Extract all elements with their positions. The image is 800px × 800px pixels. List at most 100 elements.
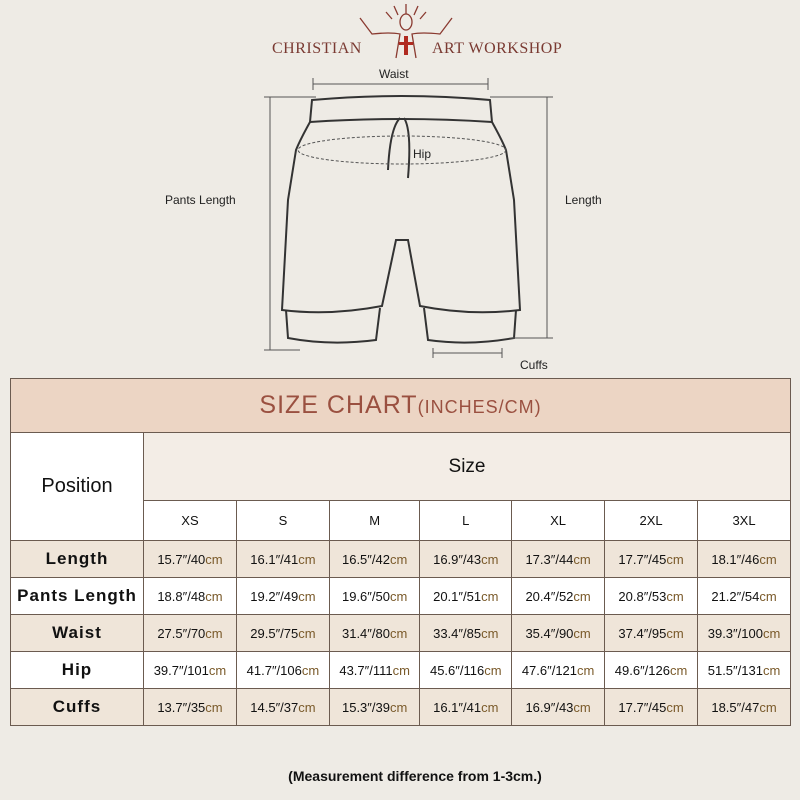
cell-unit: cm	[573, 588, 591, 604]
cell-value: 29.5″/75	[250, 625, 299, 641]
cell-unit: cm	[389, 588, 408, 604]
cell-value: 49.6″/126	[614, 662, 670, 678]
title-text: SIZE CHART	[259, 391, 418, 419]
cell-value: 20.8″/53	[618, 588, 667, 604]
size-header: Size	[143, 432, 791, 501]
size-label-m: M	[328, 500, 421, 541]
cell-unit: cm	[298, 625, 316, 641]
shorts-diagram	[264, 78, 553, 358]
jesus-logo-icon	[359, 4, 453, 59]
table-cell: 39.7″/101cm	[143, 651, 237, 689]
cell-value: 18.8″/48	[157, 588, 206, 604]
table-row: Waist 27.5″/70cm 29.5″/75cm 31.4″/80cm 33.4″…	[10, 614, 791, 652]
cell-value: 47.6″/121	[521, 662, 578, 678]
brand-name-right: ART WORKSHOP	[432, 40, 563, 57]
size-label-2xl: 2XL	[604, 500, 699, 541]
length-label: Length	[565, 193, 602, 207]
cell-unit: cm	[481, 588, 499, 604]
cell-unit: cm	[573, 551, 591, 567]
table-cell: 15.3″/39cm	[328, 688, 421, 726]
size-labels-row: XS S M L XL 2XL 3XL	[11, 500, 791, 541]
table-row: Hip 39.7″/101cm 41.7″/106cm 43.7″/111cm 45.6…	[10, 651, 791, 689]
table-cell: 18.8″/48cm	[143, 577, 237, 615]
cell-unit: cm	[481, 699, 499, 715]
table-cell: 20.8″/53cm	[604, 577, 699, 615]
table-cell: 29.5″/75cm	[235, 614, 330, 652]
table-cell: 37.4″/95cm	[604, 614, 699, 652]
row-label: Cuffs	[10, 688, 144, 726]
cell-unit: cm	[666, 699, 684, 715]
table-cell: 14.5″/37cm	[235, 688, 330, 726]
cell-value: 16.5″/42	[341, 551, 390, 567]
cell-unit: cm	[762, 625, 781, 641]
table-cell: 20.1″/51cm	[419, 577, 513, 615]
cell-value: 19.2″/49	[250, 588, 299, 604]
measurement-note: (Measurement difference from 1-3cm.)	[288, 768, 542, 784]
cell-unit: cm	[392, 662, 410, 678]
table-cell: 16.9″/43cm	[511, 688, 606, 726]
table-cell: 16.5″/42cm	[328, 540, 421, 578]
cell-value: 14.5″/37	[250, 699, 299, 715]
waist-label: Waist	[379, 67, 409, 81]
cell-value: 16.9″/43	[433, 551, 482, 567]
cell-unit: cm	[205, 588, 223, 604]
cell-unit: cm	[205, 699, 223, 715]
cell-unit: cm	[205, 551, 223, 567]
row-label: Waist	[10, 614, 144, 652]
cell-value: 35.4″/90	[525, 625, 574, 641]
table-cell: 47.6″/121cm	[511, 651, 606, 689]
cell-value: 16.1″/41	[433, 699, 482, 715]
table-row: Length 15.7″/40cm 16.1″/41cm 16.5″/42cm 16.9…	[10, 540, 791, 578]
cell-value: 41.7″/106	[246, 662, 302, 678]
cell-value: 21.2″/54	[711, 588, 760, 604]
cell-unit: cm	[389, 699, 408, 715]
table-cell: 35.4″/90cm	[511, 614, 606, 652]
row-label: Pants Length	[10, 577, 144, 615]
row-label: Length	[10, 540, 144, 578]
cell-unit: cm	[481, 625, 499, 641]
cell-value: 33.4″/85	[433, 625, 482, 641]
cell-value: 17.7″/45	[618, 699, 667, 715]
cell-unit: cm	[577, 662, 595, 678]
table-cell: 31.4″/80cm	[328, 614, 421, 652]
size-label-3xl: 3XL	[697, 500, 791, 541]
cell-value: 20.1″/51	[433, 588, 482, 604]
table-cell: 20.4″/52cm	[511, 577, 606, 615]
cell-value: 37.4″/95	[618, 625, 667, 641]
cell-unit: cm	[573, 699, 591, 715]
size-label-xl: XL	[511, 500, 606, 541]
table-row: Pants Length 18.8″/48cm 19.2″/49cm 19.6″/50…	[10, 577, 791, 615]
pants-length-label: Pants Length	[165, 193, 236, 207]
cell-value: 18.5″/47	[711, 699, 760, 715]
cell-value: 45.6″/116	[429, 662, 485, 678]
cell-value: 17.7″/45	[618, 551, 667, 567]
cell-value: 15.3″/39	[341, 699, 390, 715]
position-header: Position	[10, 432, 144, 541]
cell-value: 27.5″/70	[157, 625, 206, 641]
table-cell: 41.7″/106cm	[235, 651, 330, 689]
size-label-l: L	[419, 500, 513, 541]
table-cell: 19.2″/49cm	[235, 577, 330, 615]
cell-value: 18.1″/46	[711, 551, 760, 567]
table-row: Cuffs 13.7″/35cm 14.5″/37cm 15.3″/39cm 16.1″…	[10, 688, 791, 726]
table-cell: 51.5″/131cm	[697, 651, 791, 689]
cell-unit: cm	[301, 662, 320, 678]
cell-unit: cm	[389, 625, 408, 641]
table-cell: 19.6″/50cm	[328, 577, 421, 615]
table-cell: 45.6″/116cm	[419, 651, 513, 689]
cell-value: 16.9″/43	[525, 699, 574, 715]
cell-unit: cm	[298, 588, 316, 604]
cell-unit: cm	[759, 699, 777, 715]
cell-unit: cm	[208, 662, 227, 678]
table-cell: 18.1″/46cm	[697, 540, 791, 578]
size-label-xs: XS	[143, 500, 237, 541]
table-cell: 17.3″/44cm	[511, 540, 606, 578]
hip-label: Hip	[413, 147, 432, 161]
cell-unit: cm	[666, 588, 684, 604]
cell-unit: cm	[759, 588, 777, 604]
cell-unit: cm	[298, 699, 316, 715]
title-units: (INCHES/CM)	[417, 397, 542, 417]
cell-unit: cm	[759, 551, 777, 567]
table-cell: 43.7″/111cm	[328, 651, 421, 689]
table-cell: 27.5″/70cm	[143, 614, 237, 652]
